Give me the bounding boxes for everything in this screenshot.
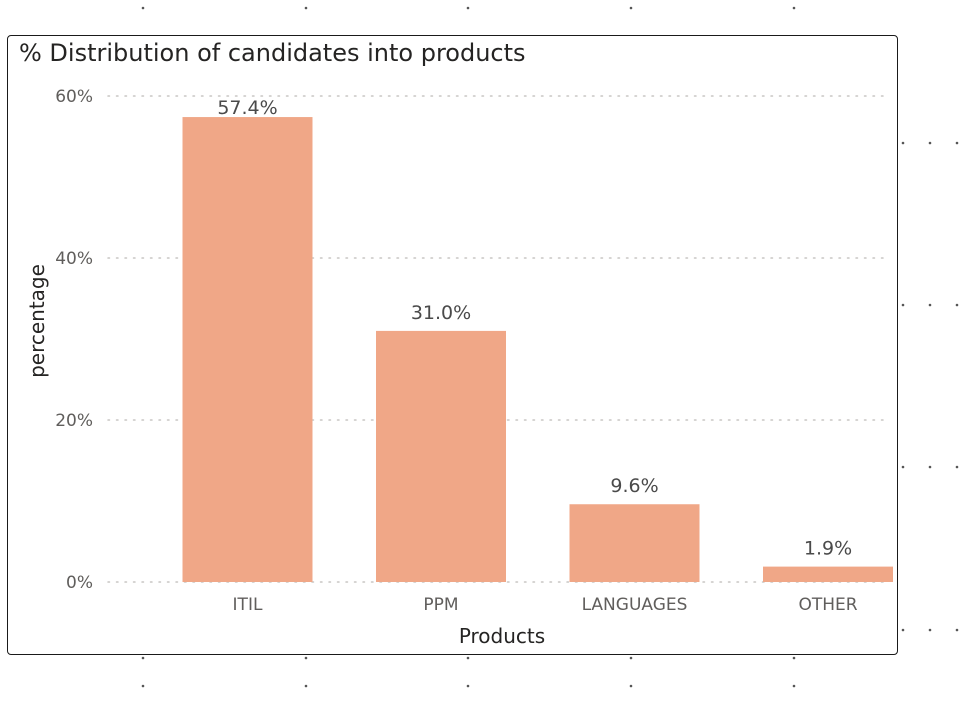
x-category-label: PPM — [423, 595, 458, 615]
canvas-dot — [304, 656, 308, 660]
canvas-dot — [141, 684, 145, 688]
canvas-dot — [629, 684, 633, 688]
canvas-dot — [792, 684, 796, 688]
canvas-dot — [792, 656, 796, 660]
canvas-dot — [928, 628, 932, 632]
canvas-dot — [901, 303, 905, 307]
canvas-dot — [955, 628, 959, 632]
canvas-dot — [304, 684, 308, 688]
bar-ppm[interactable] — [376, 330, 506, 582]
bar-languages[interactable] — [569, 504, 700, 582]
chart-title: % Distribution of candidates into produc… — [19, 39, 526, 67]
canvas-dot — [466, 6, 470, 10]
x-category-label: LANGUAGES — [582, 595, 688, 615]
data-label: 31.0% — [411, 302, 471, 324]
canvas-dot — [955, 465, 959, 469]
y-tick-label: 0% — [66, 573, 93, 593]
x-category-label: OTHER — [798, 595, 857, 615]
canvas-dot — [928, 303, 932, 307]
chart-visual[interactable]: % Distribution of candidates into produc… — [7, 35, 898, 655]
canvas-dot — [466, 684, 470, 688]
data-label: 1.9% — [804, 538, 852, 560]
canvas-dot — [629, 6, 633, 10]
y-axis-ticks: 0% 20% 40% 60% — [55, 87, 93, 593]
y-tick-label: 40% — [55, 249, 93, 269]
canvas-dot — [304, 6, 308, 10]
chart-plot: 0% 20% 40% 60% 57.4% 31.0% 9.6% 1.9% ITIL PPM LA… — [25, 87, 893, 648]
data-labels: 57.4% 31.0% 9.6% 1.9% — [217, 97, 852, 560]
canvas-dot — [901, 141, 905, 145]
y-axis-title: percentage — [25, 264, 49, 378]
y-tick-label: 60% — [55, 87, 93, 107]
canvas-dot — [792, 6, 796, 10]
canvas-dot — [141, 6, 145, 10]
x-category-label: ITIL — [233, 595, 263, 615]
canvas-dot — [928, 465, 932, 469]
data-label: 9.6% — [610, 475, 658, 497]
data-label: 57.4% — [217, 97, 277, 119]
y-tick-label: 20% — [55, 411, 93, 431]
canvas-dot — [466, 656, 470, 660]
bars — [182, 117, 893, 582]
canvas-dot — [901, 628, 905, 632]
canvas-dot — [928, 141, 932, 145]
canvas-dot — [955, 303, 959, 307]
bar-itil[interactable] — [182, 117, 313, 582]
bar-other[interactable] — [763, 566, 893, 582]
canvas-dot — [141, 656, 145, 660]
canvas-dot — [901, 465, 905, 469]
x-axis-categories: ITIL PPM LANGUAGES OTHER — [233, 595, 858, 615]
canvas-dot — [629, 656, 633, 660]
canvas-dot — [955, 141, 959, 145]
x-axis-title: Products — [459, 624, 545, 648]
